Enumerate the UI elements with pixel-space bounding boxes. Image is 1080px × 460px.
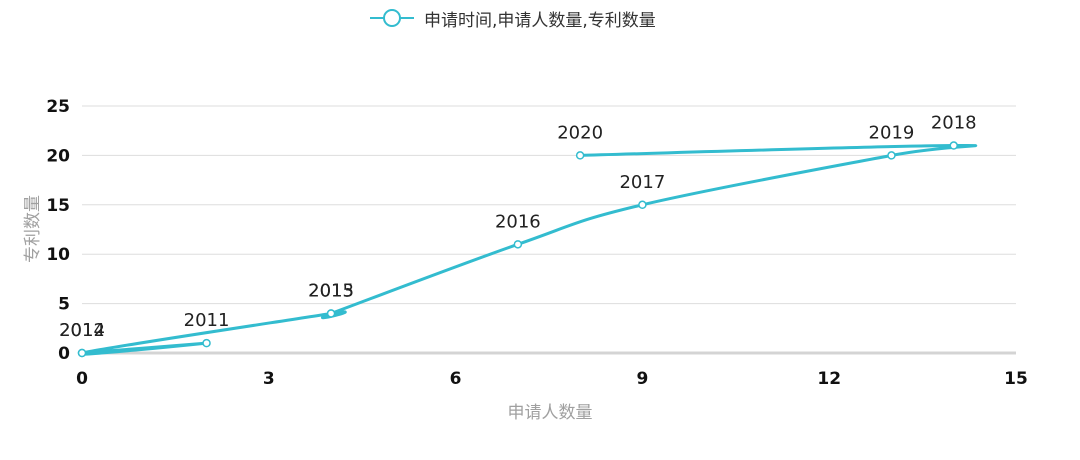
data-point [575,151,585,160]
data-label: 2020 [557,122,603,143]
data-label: 2019 [869,122,915,143]
data-label: 2018 [931,113,977,134]
legend-swatch-marker [383,9,401,27]
data-point [949,141,958,150]
y-tick-label: 25 [46,97,70,117]
data-label: 2011 [184,310,230,331]
x-tick-label: 9 [636,369,648,389]
legend-label: 申请时间,申请人数量,专利数量 [424,10,656,31]
grid [82,105,1016,305]
data-label: 2015 [308,280,354,301]
x-tick-label: 12 [817,369,841,389]
data-point [887,151,896,160]
y-tick-label: 10 [46,245,70,265]
x-tick-label: 0 [76,369,88,389]
data-label: 2014 [59,320,105,341]
data-point [202,338,211,348]
data-point [326,309,336,318]
series-layer [77,141,978,358]
y-tick-label: 0 [58,344,70,364]
data-label: 2017 [619,172,665,193]
x-tick-label: 15 [1004,369,1028,389]
data-label: 2016 [495,211,541,232]
axes: 0 5 10 15 20 25 0 3 6 9 12 15 [46,97,1028,389]
y-tick-label: 15 [46,196,70,216]
legend-swatch-icon [370,9,414,27]
x-tick-label: 6 [450,369,462,389]
y-tick-label: 20 [46,146,70,166]
x-tick-label: 3 [263,369,275,389]
data-point [77,348,87,358]
data-label: 2012 [59,320,105,341]
y-tick-label: 5 [58,295,70,315]
data-point [638,200,647,210]
y-axis-title: 专利数量 [23,195,43,263]
x-axis-title: 申请人数量 [508,403,593,423]
data-point [513,240,523,249]
data-label: 2013 [308,280,354,301]
series-line [78,144,978,356]
legend[interactable]: 申请时间,申请人数量,专利数量 [370,6,656,31]
